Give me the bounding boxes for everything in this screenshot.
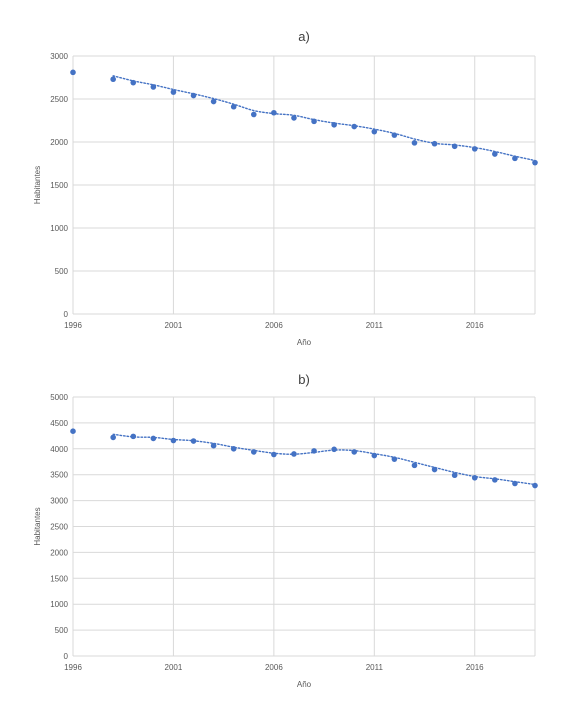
data-point xyxy=(291,451,297,457)
data-point xyxy=(150,435,157,442)
y-tick-label: 2000 xyxy=(50,138,68,147)
data-point xyxy=(391,456,398,462)
x-tick-label: 1996 xyxy=(64,321,82,330)
x-tick-label: 1996 xyxy=(64,663,82,672)
data-point xyxy=(230,103,237,110)
data-point xyxy=(371,128,378,135)
data-point xyxy=(110,76,116,83)
trendline xyxy=(112,433,536,486)
y-tick-label: 4500 xyxy=(50,419,68,428)
data-point xyxy=(170,437,177,444)
data-point xyxy=(471,475,478,481)
data-point xyxy=(492,477,498,483)
data-point xyxy=(210,442,217,449)
data-point xyxy=(311,118,317,125)
data-point xyxy=(331,446,337,453)
data-point xyxy=(210,98,217,105)
data-point xyxy=(451,143,458,150)
data-point xyxy=(170,89,177,95)
y-tick-label: 2000 xyxy=(50,548,68,557)
y-tick-label: 500 xyxy=(55,267,69,276)
data-point xyxy=(532,159,538,166)
data-point xyxy=(391,132,398,138)
y-tick-label: 3000 xyxy=(50,52,68,61)
data-point xyxy=(291,115,297,121)
data-point xyxy=(271,451,277,458)
data-point xyxy=(431,466,438,473)
data-point xyxy=(512,155,518,162)
data-point xyxy=(492,151,498,157)
chart-b: b) 0 500 1000 1500 2000 2500 3000 3500 4000 4500 50… xyxy=(33,372,538,689)
data-point xyxy=(512,480,518,487)
x-tick-label: 2006 xyxy=(265,663,283,672)
data-point xyxy=(411,462,418,469)
x-tick-label: 2006 xyxy=(265,321,283,330)
data-point xyxy=(311,448,317,454)
y-tick-label: 1000 xyxy=(50,600,68,609)
y-tick-label: 2500 xyxy=(50,95,68,104)
data-point xyxy=(110,434,116,441)
data-point xyxy=(532,482,538,489)
trendline xyxy=(112,75,536,162)
y-tick-label: 3500 xyxy=(50,471,68,480)
data-point xyxy=(70,69,76,76)
y-tick-label: 5000 xyxy=(50,393,68,402)
y-tick-label: 1500 xyxy=(50,181,68,190)
chart-title: b) xyxy=(298,372,310,387)
data-point xyxy=(451,472,458,479)
x-axis-label: Año xyxy=(297,338,312,347)
data-point xyxy=(471,146,478,152)
x-tick-label: 2016 xyxy=(466,321,484,330)
data-point xyxy=(190,92,197,99)
data-point xyxy=(271,109,277,116)
data-point xyxy=(351,123,358,130)
y-tick-label: 0 xyxy=(64,652,69,661)
data-point xyxy=(250,111,257,118)
data-point xyxy=(70,428,76,434)
y-axis-label: Habitantes xyxy=(33,507,42,545)
y-tick-label: 1000 xyxy=(50,224,68,233)
data-point xyxy=(351,449,358,455)
data-point xyxy=(150,84,157,90)
chart-a: a) 0 500 1000 1500 2000 2500 3000 1996 2001 2006 20… xyxy=(33,29,538,347)
data-point xyxy=(431,140,438,147)
data-point xyxy=(331,122,337,128)
x-tick-label: 2011 xyxy=(366,663,384,672)
data-point xyxy=(230,446,237,452)
x-tick-label: 2001 xyxy=(165,663,183,672)
y-tick-label: 0 xyxy=(64,310,69,319)
y-axis-label: Habitantes xyxy=(33,166,42,204)
data-point xyxy=(190,438,197,444)
data-point xyxy=(130,79,137,86)
x-tick-label: 2016 xyxy=(466,663,484,672)
chart-title: a) xyxy=(298,29,310,44)
data-point xyxy=(130,433,137,440)
x-axis-label: Año xyxy=(297,680,312,689)
data-point xyxy=(250,449,257,455)
x-tick-label: 2011 xyxy=(366,321,384,330)
y-tick-label: 1500 xyxy=(50,574,68,583)
x-tick-label: 2001 xyxy=(165,321,183,330)
y-tick-label: 2500 xyxy=(50,523,68,532)
y-tick-label: 500 xyxy=(55,626,69,635)
data-point xyxy=(371,452,378,459)
y-tick-label: 4000 xyxy=(50,445,68,454)
y-tick-label: 3000 xyxy=(50,497,68,506)
data-point xyxy=(411,140,418,146)
